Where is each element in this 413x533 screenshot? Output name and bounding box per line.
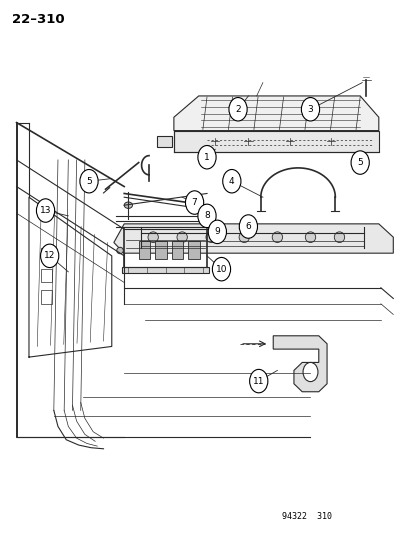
Text: 12: 12 — [44, 252, 55, 260]
Circle shape — [239, 215, 257, 238]
Text: 10: 10 — [215, 265, 227, 273]
Ellipse shape — [206, 232, 216, 243]
Bar — [41, 269, 52, 282]
Text: 1: 1 — [204, 153, 209, 161]
Circle shape — [301, 98, 319, 121]
Polygon shape — [157, 136, 171, 147]
Circle shape — [208, 220, 226, 244]
Polygon shape — [114, 224, 392, 253]
Text: 4: 4 — [228, 177, 234, 185]
Ellipse shape — [304, 232, 315, 243]
Circle shape — [185, 191, 203, 214]
Text: 94322  310: 94322 310 — [281, 512, 331, 521]
Text: 11: 11 — [252, 377, 264, 385]
Ellipse shape — [239, 232, 249, 243]
Circle shape — [350, 151, 368, 174]
Bar — [41, 290, 52, 304]
Circle shape — [80, 169, 98, 193]
Bar — [41, 248, 52, 261]
Polygon shape — [122, 266, 209, 273]
Bar — [171, 241, 183, 259]
Ellipse shape — [148, 232, 158, 243]
Text: 13: 13 — [40, 206, 51, 215]
Circle shape — [36, 199, 55, 222]
Circle shape — [40, 244, 59, 268]
Circle shape — [212, 257, 230, 281]
Circle shape — [228, 98, 247, 121]
Polygon shape — [173, 96, 378, 131]
Ellipse shape — [116, 247, 123, 254]
Text: 5: 5 — [356, 158, 362, 167]
Bar — [155, 241, 166, 259]
Text: 2: 2 — [235, 105, 240, 114]
Circle shape — [302, 362, 317, 382]
Text: 3: 3 — [307, 105, 313, 114]
Ellipse shape — [334, 232, 344, 243]
Text: 5: 5 — [86, 177, 92, 185]
Text: 8: 8 — [204, 212, 209, 220]
Ellipse shape — [124, 202, 132, 208]
Circle shape — [222, 169, 240, 193]
Text: 6: 6 — [245, 222, 251, 231]
Ellipse shape — [176, 232, 187, 243]
Text: 22–310: 22–310 — [12, 13, 65, 26]
Bar — [188, 241, 199, 259]
Text: 7: 7 — [191, 198, 197, 207]
Circle shape — [197, 146, 216, 169]
Circle shape — [197, 204, 216, 228]
Polygon shape — [173, 131, 378, 152]
Ellipse shape — [272, 232, 282, 243]
Circle shape — [249, 369, 267, 393]
Text: 9: 9 — [214, 228, 220, 236]
Bar — [138, 241, 150, 259]
Polygon shape — [273, 336, 326, 392]
